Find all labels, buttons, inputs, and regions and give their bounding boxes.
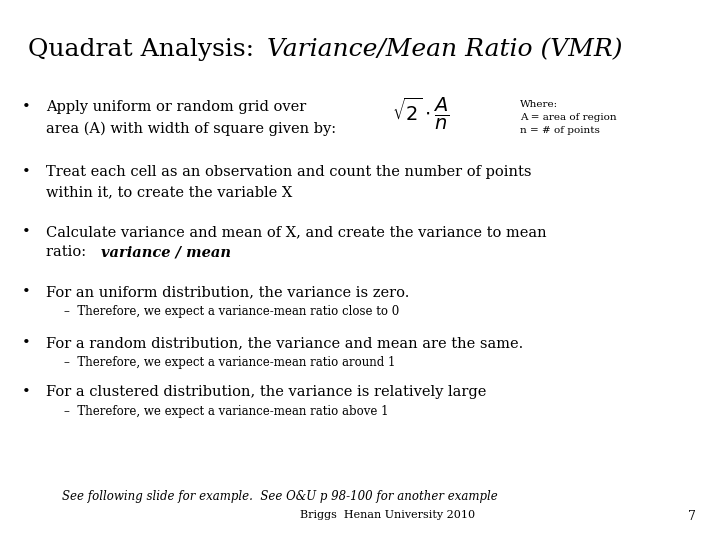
Text: •: • bbox=[22, 285, 31, 299]
Text: Treat each cell as an observation and count the number of points: Treat each cell as an observation and co… bbox=[46, 165, 531, 179]
Text: •: • bbox=[22, 336, 31, 350]
Text: Quadrat Analysis:: Quadrat Analysis: bbox=[28, 38, 262, 61]
Text: –  Therefore, we expect a variance-mean ratio close to 0: – Therefore, we expect a variance-mean r… bbox=[64, 305, 400, 318]
Text: Variance/Mean Ratio (VMR): Variance/Mean Ratio (VMR) bbox=[267, 38, 623, 61]
Text: •: • bbox=[22, 165, 31, 179]
Text: 7: 7 bbox=[688, 510, 696, 523]
Text: ratio:: ratio: bbox=[46, 245, 95, 259]
Text: Briggs  Henan University 2010: Briggs Henan University 2010 bbox=[300, 510, 475, 520]
Text: –  Therefore, we expect a variance-mean ratio around 1: – Therefore, we expect a variance-mean r… bbox=[64, 356, 395, 369]
Text: Where:: Where: bbox=[520, 100, 558, 109]
Text: For an uniform distribution, the variance is zero.: For an uniform distribution, the varianc… bbox=[46, 285, 410, 299]
Text: •: • bbox=[22, 225, 31, 239]
Text: area (A) with width of square given by:: area (A) with width of square given by: bbox=[46, 122, 336, 137]
Text: A = area of region: A = area of region bbox=[520, 113, 616, 122]
Text: Apply uniform or random grid over: Apply uniform or random grid over bbox=[46, 100, 306, 114]
Text: For a clustered distribution, the variance is relatively large: For a clustered distribution, the varian… bbox=[46, 385, 487, 399]
Text: See following slide for example.  See O&U p 98-100 for another example: See following slide for example. See O&U… bbox=[62, 490, 498, 503]
Text: Calculate variance and mean of X, and create the variance to mean: Calculate variance and mean of X, and cr… bbox=[46, 225, 546, 239]
Text: n = # of points: n = # of points bbox=[520, 126, 600, 135]
Text: For a random distribution, the variance and mean are the same.: For a random distribution, the variance … bbox=[46, 336, 523, 350]
Text: within it, to create the variable X: within it, to create the variable X bbox=[46, 185, 292, 199]
Text: •: • bbox=[22, 385, 31, 399]
Text: variance / mean: variance / mean bbox=[101, 245, 231, 259]
Text: –  Therefore, we expect a variance-mean ratio above 1: – Therefore, we expect a variance-mean r… bbox=[64, 405, 389, 418]
Text: •: • bbox=[22, 100, 31, 114]
Text: $\sqrt{2} \cdot \dfrac{A}{n}$: $\sqrt{2} \cdot \dfrac{A}{n}$ bbox=[392, 96, 450, 132]
